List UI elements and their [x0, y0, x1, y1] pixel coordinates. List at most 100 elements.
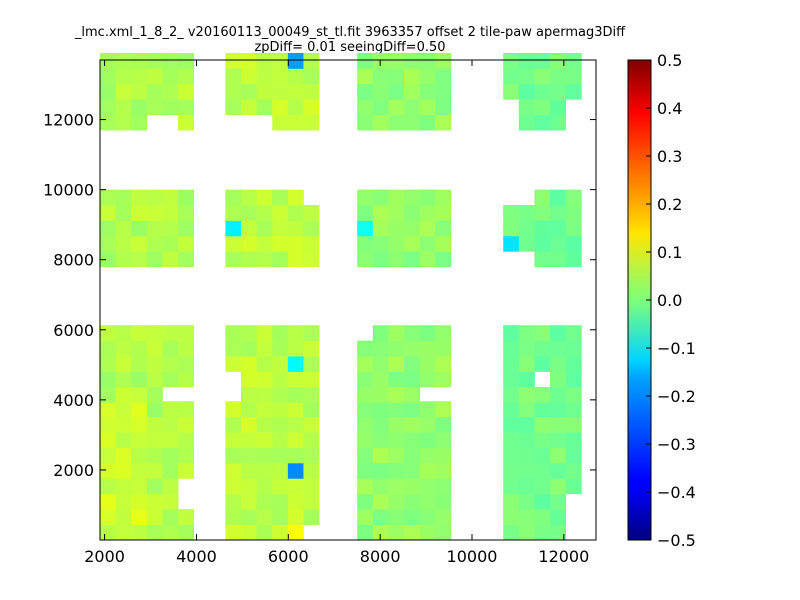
heatmap-cell: [518, 325, 535, 342]
heatmap-cell: [178, 52, 195, 69]
heatmap-cell: [357, 386, 374, 403]
heatmap-cell: [372, 251, 389, 268]
heatmap-cell: [503, 509, 520, 525]
heatmap-cell: [178, 416, 195, 433]
heatmap-cell: [272, 478, 289, 495]
heatmap-cell: [357, 340, 374, 357]
heatmap-cell: [100, 68, 117, 85]
heatmap-cell: [503, 68, 520, 85]
heatmap-cell: [240, 493, 257, 510]
heatmap-cell: [357, 432, 374, 448]
heatmap-cell: [550, 340, 567, 357]
heatmap-cell: [303, 251, 320, 268]
heatmap-cell: [146, 325, 163, 342]
heatmap-cell: [100, 83, 117, 100]
heatmap-cell: [115, 325, 132, 342]
colorbar-tick-label: 0.3: [657, 147, 682, 166]
heatmap-cell: [178, 205, 195, 221]
heatmap-cell: [146, 251, 163, 268]
heatmap-cell: [372, 493, 389, 510]
heatmap-cell: [503, 524, 520, 541]
heatmap-cell: [162, 220, 179, 237]
colorbar-tick-label: −0.2: [657, 387, 696, 406]
heatmap-cell: [357, 447, 374, 464]
heatmap-cell: [357, 493, 374, 510]
heatmap-cell: [115, 356, 132, 372]
heatmap-cell: [131, 509, 148, 525]
heatmap-cell: [131, 447, 148, 464]
heatmap-cell: [419, 205, 436, 221]
heatmap-cell: [100, 340, 117, 357]
heatmap-cell: [565, 432, 582, 448]
heatmap-cell: [100, 220, 117, 237]
heatmap-cell: [388, 99, 405, 116]
heatmap-cell: [357, 99, 374, 116]
heatmap-cell: [162, 340, 179, 357]
heatmap-cell: [518, 205, 535, 221]
heatmap-cell: [404, 340, 421, 357]
heatmap-cell: [357, 356, 374, 372]
heatmap-cell: [287, 52, 304, 69]
heatmap-cell: [565, 401, 582, 418]
colorbar-tick-label: 0.1: [657, 243, 682, 262]
heatmap-cell: [256, 99, 273, 116]
heatmap-cell: [419, 99, 436, 116]
heatmap-cell: [404, 68, 421, 85]
heatmap-cell: [256, 340, 273, 357]
heatmap-cell: [272, 205, 289, 221]
chart-title-line1: _lmc.xml_1_8_2_ v20160113_00049_st_tl.fi…: [74, 25, 626, 40]
y-tick-label: 8000: [53, 251, 94, 270]
heatmap-cell: [225, 83, 242, 100]
heatmap-cell: [100, 509, 117, 525]
heatmap-cell: [503, 83, 520, 100]
heatmap-cell: [287, 325, 304, 342]
heatmap-cell: [518, 401, 535, 418]
heatmap-cell: [100, 99, 117, 116]
heatmap-cell: [435, 462, 452, 479]
heatmap-cell: [565, 386, 582, 403]
heatmap-cell: [565, 340, 582, 357]
heatmap-cell: [419, 493, 436, 510]
heatmap-cell: [131, 493, 148, 510]
heatmap-cell: [287, 493, 304, 510]
heatmap-cell: [534, 493, 551, 510]
heatmap-cell: [303, 52, 320, 69]
heatmap-cell: [256, 371, 273, 388]
heatmap-cell: [256, 52, 273, 69]
heatmap-cell: [272, 509, 289, 525]
heatmap-cell: [372, 99, 389, 116]
heatmap-cell: [388, 325, 405, 342]
heatmap-cell: [272, 83, 289, 100]
heatmap-cell: [256, 189, 273, 206]
heatmap-cell: [178, 235, 195, 252]
heatmap-cell: [388, 356, 405, 372]
heatmap-cell: [287, 205, 304, 221]
heatmap-cell: [225, 189, 242, 206]
heatmap-cell: [287, 462, 304, 479]
heatmap-cell: [372, 447, 389, 464]
heatmap-cell: [256, 493, 273, 510]
heatmap-cell: [115, 386, 132, 403]
heatmap-cell: [146, 83, 163, 100]
heatmap-cell: [534, 386, 551, 403]
heatmap-cell: [372, 205, 389, 221]
heatmap-cell: [419, 447, 436, 464]
heatmap-cell: [404, 416, 421, 433]
heatmap-cell: [372, 220, 389, 237]
heatmap-cell: [404, 251, 421, 268]
heatmap-cell: [256, 220, 273, 237]
x-tick-label: 2000: [84, 547, 125, 566]
heatmap-cell: [372, 356, 389, 372]
heatmap-cell: [240, 220, 257, 237]
axis-ticks: [100, 60, 596, 540]
heatmap-cell: [272, 401, 289, 418]
heatmap-cell: [518, 52, 535, 69]
heatmap-cell: [287, 220, 304, 237]
heatmap-cell: [518, 114, 535, 131]
heatmap-cell: [372, 524, 389, 541]
heatmap-cell: [256, 447, 273, 464]
heatmap-cell: [550, 235, 567, 252]
heatmap-cell: [272, 493, 289, 510]
heatmap-cell: [272, 447, 289, 464]
